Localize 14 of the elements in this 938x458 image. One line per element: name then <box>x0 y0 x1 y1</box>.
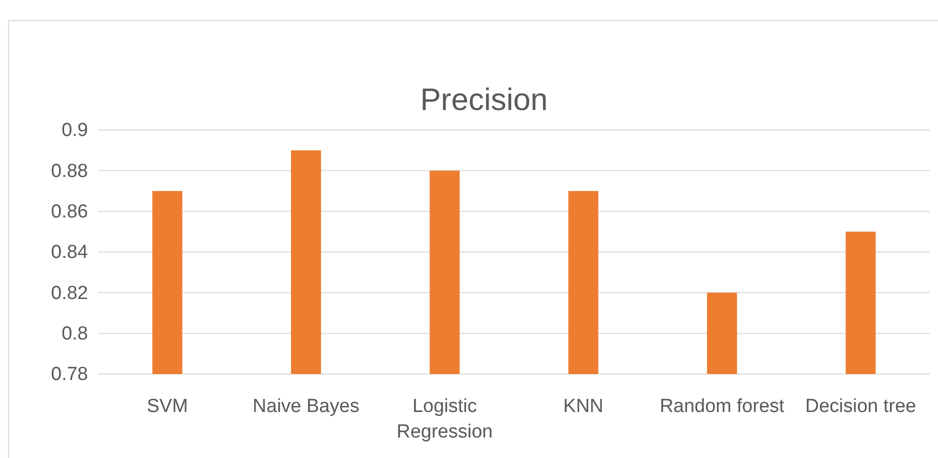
x-tick-label: Random forest <box>660 396 786 417</box>
chart-title: Precision <box>420 82 548 117</box>
x-tick-label: SVM <box>146 396 188 417</box>
x-tick-label: Naive Bayes <box>252 396 360 417</box>
y-tick-label: 0.78 <box>51 364 88 386</box>
x-tick-label: Decision tree <box>805 396 916 417</box>
x-tick-label: KNN <box>563 396 604 417</box>
y-tick-label: 0.82 <box>51 282 88 304</box>
y-tick-label: 0.9 <box>62 120 88 142</box>
y-tick-label: 0.88 <box>51 160 88 182</box>
y-tick-label: 0.84 <box>51 242 88 264</box>
y-tick-label: 0.8 <box>62 323 88 344</box>
x-tick-label: Logistic Regression <box>396 396 493 443</box>
y-tick-label: 0.86 <box>51 201 88 222</box>
